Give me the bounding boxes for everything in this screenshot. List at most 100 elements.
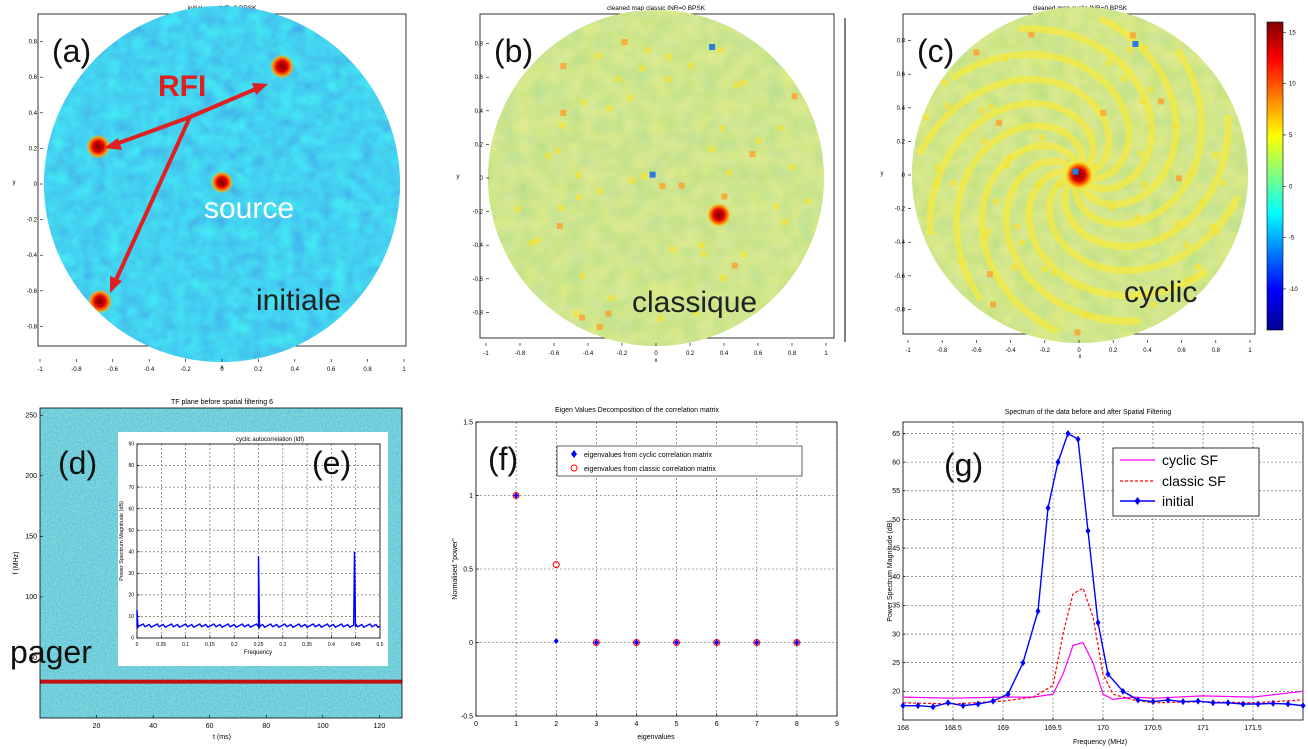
speckle xyxy=(990,301,997,308)
x-tick-label: 1 xyxy=(1248,348,1252,354)
speckle xyxy=(996,119,1003,126)
speckle xyxy=(669,246,676,253)
speckle xyxy=(708,146,715,153)
speckle xyxy=(555,147,562,154)
panel-b-xlabel: x xyxy=(655,358,658,364)
initial-point xyxy=(1240,700,1246,708)
y-tick-label: 0.8 xyxy=(475,42,484,48)
y-tick-label: -0.8 xyxy=(473,310,484,316)
speckle xyxy=(665,76,672,83)
speckle xyxy=(659,183,666,190)
y-tick-label: -0.4 xyxy=(895,240,906,246)
speckle xyxy=(720,274,727,281)
speckle xyxy=(1176,175,1183,182)
legend-cyclic-label: eigenvalues from cyclic correlation matr… xyxy=(584,452,712,459)
y-tick-label: 0.6 xyxy=(897,72,906,78)
x-tick-label: 0 xyxy=(654,351,658,357)
colorbar-tick-label: 10 xyxy=(1289,82,1296,88)
initial-point xyxy=(915,702,921,710)
y-tick-label: 40 xyxy=(128,549,134,555)
x-tick-label: -1 xyxy=(905,348,911,354)
speckle xyxy=(773,203,780,210)
hotspot-peak xyxy=(706,202,731,227)
panel-e-xlabel: Frequency xyxy=(244,650,272,656)
speckle xyxy=(1050,269,1057,276)
x-tick-label: 0.35 xyxy=(302,642,312,648)
cyclic-eigenvalue-point xyxy=(553,638,559,645)
speckle xyxy=(665,53,672,60)
initial-point xyxy=(1075,435,1081,443)
y-tick-label: 150 xyxy=(25,534,37,541)
speckle xyxy=(1173,122,1180,129)
x-tick-label: 4 xyxy=(634,721,638,728)
spiral-arm xyxy=(926,99,1097,236)
speckle xyxy=(558,122,565,129)
panel-f-legend: eigenvalues from cyclic correlation matr… xyxy=(556,445,803,477)
speckle xyxy=(986,271,993,278)
colorbar-tick-label: -5 xyxy=(1289,236,1295,242)
initial-point xyxy=(1035,607,1041,615)
x-tick-label: 170.5 xyxy=(1144,725,1162,732)
panel-a-map xyxy=(44,6,400,362)
x-tick-label: 0 xyxy=(1077,348,1081,354)
x-tick-label: 0.6 xyxy=(327,367,336,373)
speckle xyxy=(1011,264,1018,271)
initial-point xyxy=(1300,702,1306,710)
panel-c-tag: (c) xyxy=(917,33,954,69)
speckle xyxy=(605,310,612,317)
speckle xyxy=(934,165,941,172)
speckle xyxy=(944,102,951,109)
panel-e-title: cyclic autocorrelation (ldf) xyxy=(236,437,304,443)
spiral-arm xyxy=(1025,167,1209,300)
cyclic-eigenvalue-point xyxy=(674,639,680,646)
x-tick-label: 1 xyxy=(514,721,518,728)
y-tick-label: 0.4 xyxy=(897,106,906,112)
panel-b-tag: (b) xyxy=(494,33,533,69)
speckle xyxy=(644,47,651,54)
x-tick-label: -0.2 xyxy=(617,351,628,357)
speckle xyxy=(1121,75,1128,82)
x-tick-label: 168 xyxy=(897,725,909,732)
y-tick-label: 0.2 xyxy=(475,142,484,148)
panel-e-ylabel: Power Spectrum Magnitude (dB) xyxy=(119,501,125,581)
classique-label: classique xyxy=(632,286,757,319)
x-tick-label: -0.2 xyxy=(180,367,191,373)
y-tick-label: 0 xyxy=(469,640,473,647)
y-tick-label: -0.6 xyxy=(27,289,38,295)
initial-point xyxy=(1095,619,1101,627)
x-tick-label: 5 xyxy=(675,721,679,728)
panel-f-tag: (f) xyxy=(488,441,518,477)
x-tick-label: 1 xyxy=(824,351,828,357)
x-tick-label: 9 xyxy=(835,721,839,728)
speckle xyxy=(698,242,705,249)
speckle xyxy=(678,182,685,189)
panel-f-ylabel: Normalised "power" xyxy=(452,538,459,600)
hotspot-source xyxy=(1065,161,1093,189)
panel-b-map xyxy=(488,10,824,346)
speckle xyxy=(606,105,613,112)
speckle xyxy=(923,114,930,121)
speckle xyxy=(1100,109,1107,116)
speckle xyxy=(1056,182,1063,189)
x-tick-label: 0.1 xyxy=(182,642,189,648)
y-tick-label: 0.6 xyxy=(475,75,484,81)
speckle xyxy=(1091,163,1098,170)
panel-c-ticks: -1 -0.8 -0.6 -0.4 -0.2 0 0.2 0.4 0.6 0.8 1 0.8 0.6 0.… xyxy=(895,39,1253,354)
speckle xyxy=(596,324,603,331)
rfi-label: RFI xyxy=(158,70,206,103)
panel-d-axes-box xyxy=(39,407,403,719)
x-tick-label: 168.5 xyxy=(944,725,962,732)
y-tick-label: 50 xyxy=(892,517,900,524)
speckle xyxy=(621,39,628,46)
panel-a-ylabel: y xyxy=(13,180,16,186)
speckle xyxy=(733,82,740,89)
x-tick-label: -0.8 xyxy=(515,351,526,357)
x-tick-label: 80 xyxy=(262,723,270,730)
x-tick-label: 171 xyxy=(1197,725,1209,732)
speckle xyxy=(688,62,695,69)
cyclic-label: cyclic xyxy=(1124,276,1197,309)
speckle xyxy=(1183,241,1190,248)
colorbar-tick-label: -10 xyxy=(1289,287,1298,293)
y-tick-label: -0.2 xyxy=(27,218,38,224)
